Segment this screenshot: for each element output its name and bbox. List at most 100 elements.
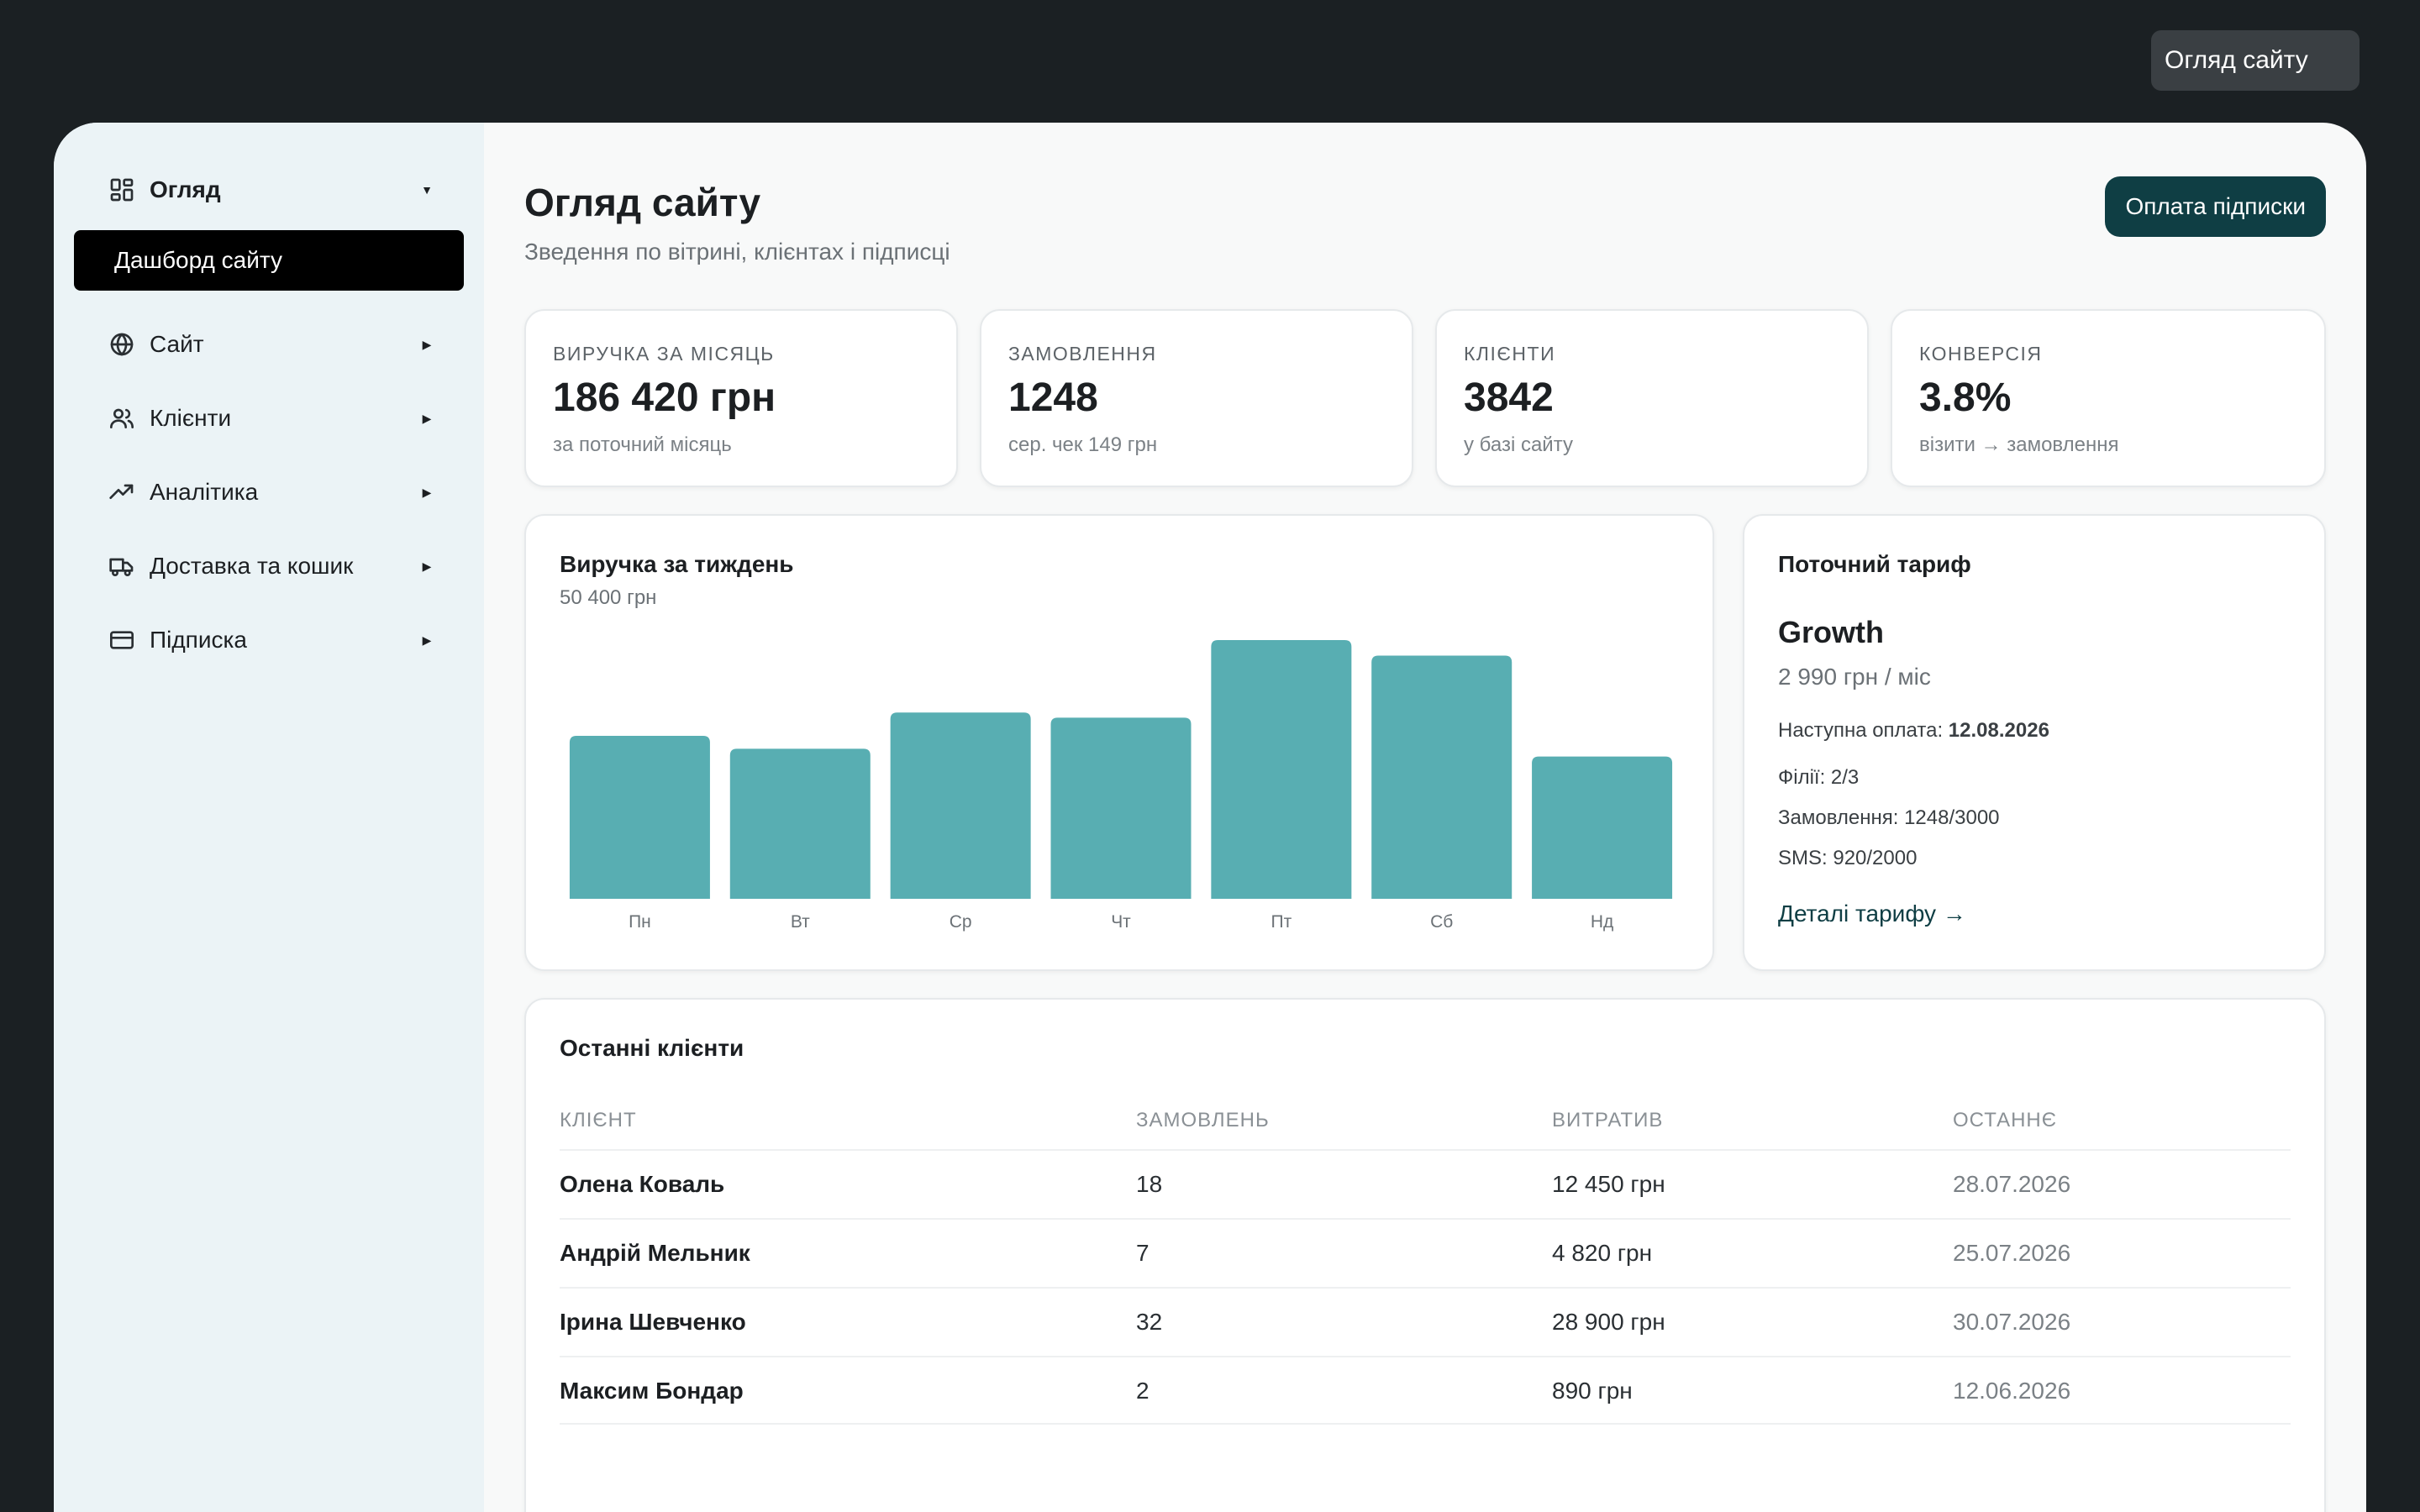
caret-down-icon: ▼	[421, 183, 433, 197]
clients-title: Останні клієнти	[560, 1035, 744, 1061]
stat-note: візити → замовлення	[1919, 433, 2119, 456]
chart-bar-Вт	[729, 748, 871, 899]
chart-tick-label: Пн	[629, 912, 651, 932]
chart-bar-Сб	[1371, 655, 1512, 899]
stat-value: 3.8%	[1919, 375, 2012, 420]
client-orders: 2	[1136, 1378, 1150, 1404]
main-content: Огляд сайту Зведення по вітрині, клієнта…	[484, 123, 2366, 1512]
column-header-spent: ВИТРАТИВ	[1552, 1109, 1664, 1131]
stat-label: ВИРУЧКА ЗА МІСЯЦЬ	[553, 343, 775, 365]
table-row[interactable]: Максим Бондар 2 890 грн 12.06.2026	[560, 1356, 2291, 1425]
stat-card-clients: КЛІЄНТИ 3842 у базі сайту	[1435, 309, 1869, 487]
tariff-branches: Філії: 2/3	[1778, 766, 1860, 789]
stat-note: у базі сайту	[1464, 433, 1573, 456]
stat-card-conversion: КОНВЕРСІЯ 3.8% візити → замовлення	[1891, 309, 2326, 487]
truck-icon	[108, 552, 136, 580]
client-name: Андрій Мельник	[560, 1240, 750, 1266]
chart-bar-Пн	[569, 735, 710, 899]
globe-icon	[108, 330, 136, 359]
chart-tick-label: Вт	[791, 912, 810, 932]
sidebar-item-label: Сайт	[150, 331, 204, 357]
sidebar-item-label: Доставка та кошик	[150, 553, 354, 579]
stat-value: 186 420 грн	[553, 375, 776, 420]
sidebar-item-delivery[interactable]: Доставка та кошик ▶	[108, 543, 435, 590]
stat-label: КОНВЕРСІЯ	[1919, 343, 2043, 365]
caret-right-icon: ▶	[422, 411, 432, 425]
tariff-details-link[interactable]: Деталі тарифу →	[1778, 900, 1966, 927]
table-row[interactable]: Олена Коваль 18 12 450 грн 28.07.2026	[560, 1149, 2291, 1218]
table-row[interactable]: Андрій Мельник 7 4 820 грн 25.07.2026	[560, 1218, 2291, 1287]
table-row[interactable]: Ірина Шевченко 32 28 900 грн 30.07.2026	[560, 1287, 2291, 1356]
users-icon	[108, 404, 136, 433]
sidebar-item-clients[interactable]: Клієнти ▶	[108, 395, 435, 442]
next-payment: Наступна оплата: 12.08.2026	[1778, 719, 2049, 743]
next-payment-date: 12.08.2026	[1948, 719, 2049, 742]
tariff-orders: Замовлення: 1248/3000	[1778, 806, 2000, 829]
credit-card-icon	[108, 626, 136, 654]
stat-note: за поточний місяць	[553, 433, 732, 456]
next-payment-label: Наступна оплата:	[1778, 719, 1944, 742]
chart-bar-Чт	[1050, 717, 1192, 899]
client-name: Олена Коваль	[560, 1171, 725, 1197]
client-orders: 7	[1136, 1240, 1150, 1266]
sidebar-subitem-dashboard[interactable]: Дашборд сайту	[74, 230, 464, 291]
stat-note: сер. чек 149 грн	[1008, 433, 1158, 456]
tariff-name: Growth	[1778, 615, 1884, 649]
chart-title: Виручка за тиждень	[560, 551, 794, 577]
client-last-date: 12.06.2026	[1953, 1378, 2071, 1404]
pay-subscription-button[interactable]: Оплата підписки	[2105, 176, 2326, 237]
stat-label: КЛІЄНТИ	[1464, 343, 1556, 365]
client-name: Максим Бондар	[560, 1378, 744, 1404]
sidebar: Огляд ▼ Дашборд сайту Сайт ▶ Клієнти ▶ А…	[54, 123, 484, 1512]
page-title: Огляд сайту	[524, 181, 761, 224]
chart-tick-label: Нд	[1591, 912, 1613, 932]
sidebar-item-subscription[interactable]: Підписка ▶	[108, 617, 435, 664]
column-header-client: КЛІЄНТ	[560, 1109, 637, 1131]
chart-tick-label: Чт	[1111, 912, 1131, 932]
caret-right-icon: ▶	[422, 485, 432, 499]
client-spent: 28 900 грн	[1552, 1309, 1665, 1335]
stat-label: ЗАМОВЛЕННЯ	[1008, 343, 1157, 365]
weekly-revenue-card: Пн Вт Ср Чт Пт Сб Нд Виручка за тиждень 50 400…	[524, 514, 1714, 971]
column-header-last: ОСТАННЄ	[1953, 1109, 2057, 1131]
sidebar-item-label: Аналітика	[150, 479, 259, 505]
sidebar-item-overview[interactable]: Огляд ▼	[108, 166, 435, 213]
sidebar-item-analytics[interactable]: Аналітика ▶	[108, 469, 435, 516]
sidebar-item-label: Підписка	[150, 627, 247, 653]
stat-card-orders: ЗАМОВЛЕННЯ 1248 сер. чек 149 грн	[980, 309, 1413, 487]
caret-right-icon: ▶	[422, 559, 432, 573]
client-last-date: 30.07.2026	[1953, 1309, 2071, 1335]
client-last-date: 25.07.2026	[1953, 1240, 2071, 1266]
dashboard-grid-icon	[108, 176, 136, 204]
client-last-date: 28.07.2026	[1953, 1171, 2071, 1197]
client-spent: 12 450 грн	[1552, 1171, 1665, 1197]
column-header-orders: ЗАМОВЛЕНЬ	[1136, 1109, 1270, 1131]
client-name: Ірина Шевченко	[560, 1309, 746, 1335]
app-window: Огляд ▼ Дашборд сайту Сайт ▶ Клієнти ▶ А…	[54, 123, 2366, 1512]
chart-total: 50 400 грн	[560, 586, 657, 609]
tariff-title: Поточний тариф	[1778, 551, 1971, 577]
tariff-sms: SMS: 920/2000	[1778, 847, 1918, 869]
chart-tick-label: Сб	[1430, 912, 1453, 932]
client-spent: 890 грн	[1552, 1378, 1633, 1404]
stat-card-revenue: ВИРУЧКА ЗА МІСЯЦЬ 186 420 грн за поточни…	[524, 309, 958, 487]
chart-bar-Нд	[1532, 756, 1673, 899]
trend-up-icon	[108, 478, 136, 507]
tariff-price: 2 990 грн / міс	[1778, 664, 1931, 690]
client-orders: 32	[1136, 1309, 1163, 1335]
caret-right-icon: ▶	[422, 337, 432, 351]
caret-right-icon: ▶	[422, 633, 432, 647]
chart-bar-Ср	[890, 712, 1031, 899]
page-subtitle: Зведення по вітрині, клієнтах і підписці	[524, 239, 950, 265]
client-orders: 18	[1136, 1171, 1163, 1197]
view-site-button[interactable]: Огляд сайту	[2151, 30, 2360, 91]
chart-tick-label: Пт	[1270, 912, 1292, 932]
chart-bar-Пт	[1211, 640, 1352, 899]
weekly-revenue-chart: Пн Вт Ср Чт Пт Сб Нд	[569, 640, 1673, 932]
current-tariff-card: Поточний тариф Growth 2 990 грн / міс На…	[1743, 514, 2326, 971]
sidebar-item-label: Огляд	[150, 176, 221, 202]
chart-tick-label: Ср	[950, 912, 972, 932]
recent-clients-card: Останні клієнти КЛІЄНТ ЗАМОВЛЕНЬ ВИТРАТИ…	[524, 998, 2326, 1512]
sidebar-item-site[interactable]: Сайт ▶	[108, 321, 435, 368]
stat-value: 1248	[1008, 375, 1098, 420]
